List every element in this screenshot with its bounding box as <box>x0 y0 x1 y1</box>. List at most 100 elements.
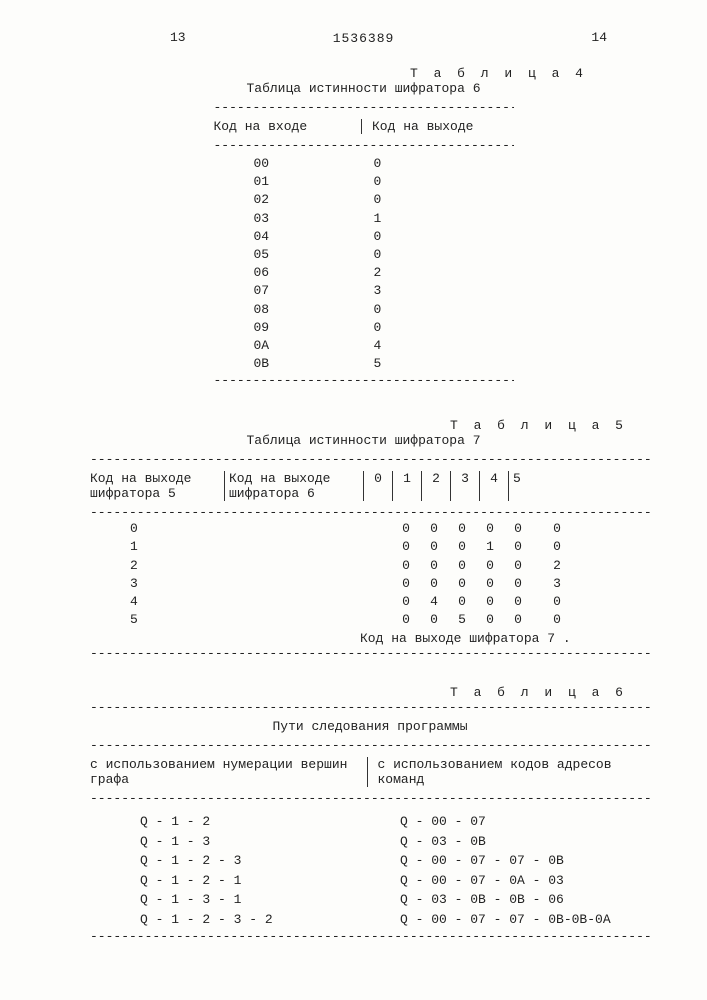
cell: 0 <box>314 319 514 337</box>
table-row: Q - 1 - 2 - 3 - 2Q - 00 - 07 - 07 - 0B-0… <box>90 910 650 930</box>
table-row: 5005000 <box>90 611 650 629</box>
cell: 0 <box>314 228 514 246</box>
cell: 4 <box>314 337 514 355</box>
cell: 0 <box>314 246 514 264</box>
table-row: 0A4 <box>214 337 514 355</box>
cell: 04 <box>214 228 314 246</box>
page-num-left: 13 <box>170 30 186 45</box>
col-header: 3 <box>451 471 480 501</box>
cell: 0 <box>420 575 448 593</box>
table6-col2-header: с использованием кодов адресов команд <box>368 757 651 787</box>
cell: 2 <box>532 557 582 575</box>
cell: 0 <box>504 575 532 593</box>
cell: 0 <box>476 557 504 575</box>
table4-col2-header: Код на выходе <box>362 119 514 134</box>
cell: 1 <box>90 538 260 556</box>
cell: Q - 1 - 2 - 1 <box>90 871 390 891</box>
cell: 0 <box>504 611 532 629</box>
cell: 0 <box>420 611 448 629</box>
table5-label: Т а б л и ц а 5 <box>80 418 627 433</box>
dash: ----------------------------------------… <box>90 452 650 467</box>
cell: 5 <box>448 611 476 629</box>
cell: 0 <box>448 593 476 611</box>
cell: Q - 03 - 0B <box>390 832 650 852</box>
table5-caption: Таблица истинности шифратора 7 <box>80 433 647 448</box>
cell: 5 <box>314 355 514 373</box>
cell: Q - 1 - 2 - 3 - 2 <box>90 910 390 930</box>
cell: 0 <box>476 520 504 538</box>
cell: 3 <box>532 575 582 593</box>
cell <box>260 593 392 611</box>
table-row: Q - 1 - 2 - 3Q - 00 - 07 - 07 - 0B <box>90 851 650 871</box>
table-row: 020 <box>214 191 514 209</box>
table-row: Q - 1 - 3Q - 03 - 0B <box>90 832 650 852</box>
cell: Q - 1 - 3 - 1 <box>90 890 390 910</box>
cell <box>260 520 392 538</box>
table-row: 4040000 <box>90 593 650 611</box>
table-row: Q - 1 - 2Q - 00 - 07 <box>90 812 650 832</box>
table-row: 090 <box>214 319 514 337</box>
dash: ----------------------------------------… <box>214 100 514 115</box>
cell: 3 <box>314 282 514 300</box>
cell: 05 <box>214 246 314 264</box>
cell: 0 <box>392 575 420 593</box>
cell: 2 <box>90 557 260 575</box>
cell <box>260 611 392 629</box>
table-row: 073 <box>214 282 514 300</box>
cell: 0 <box>90 520 260 538</box>
cell <box>260 575 392 593</box>
cell: Q - 00 - 07 - 07 - 0B <box>390 851 650 871</box>
page-num-right: 14 <box>591 30 607 45</box>
cell: Q - 1 - 2 <box>90 812 390 832</box>
cell: 4 <box>90 593 260 611</box>
table-row: 1000100 <box>90 538 650 556</box>
cell: 0 <box>392 611 420 629</box>
col-header: 5 <box>509 471 563 501</box>
table-row: 031 <box>214 210 514 228</box>
table4-caption: Таблица истинности шифратора 6 <box>80 81 647 96</box>
cell: 02 <box>214 191 314 209</box>
cell: Q - 00 - 07 - 0A - 03 <box>390 871 650 891</box>
cell: 0 <box>448 520 476 538</box>
cell: 0 <box>504 538 532 556</box>
cell: Q - 03 - 0B - 0B - 06 <box>390 890 650 910</box>
dash: ----------------------------------------… <box>90 738 650 753</box>
cell: 01 <box>214 173 314 191</box>
table-row: 0000000 <box>90 520 650 538</box>
col-header: 4 <box>480 471 509 501</box>
cell: Q - 00 - 07 - 07 - 0B-0B-0A <box>390 910 650 930</box>
dash: ----------------------------------------… <box>214 138 514 153</box>
cell: 0 <box>532 538 582 556</box>
table4: ----------------------------------------… <box>214 100 514 388</box>
table6: ----------------------------------------… <box>90 700 650 944</box>
dash: ----------------------------------------… <box>214 373 514 388</box>
cell: 06 <box>214 264 314 282</box>
cell: 0 <box>314 155 514 173</box>
cell: 0 <box>532 611 582 629</box>
dash: ----------------------------------------… <box>90 929 650 944</box>
cell: Q - 00 - 07 <box>390 812 650 832</box>
table5-footer: Код на выходе шифратора 7 . <box>90 631 650 646</box>
cell: 0 <box>532 520 582 538</box>
cell: 0 <box>314 301 514 319</box>
table5: ----------------------------------------… <box>90 452 650 661</box>
dash: ----------------------------------------… <box>90 700 650 715</box>
cell: 0 <box>392 593 420 611</box>
document-number: 1536389 <box>80 31 647 46</box>
cell: 1 <box>314 210 514 228</box>
cell: 0 <box>476 611 504 629</box>
cell: 0 <box>476 575 504 593</box>
table-row: 3000003 <box>90 575 650 593</box>
cell: 0A <box>214 337 314 355</box>
table6-label: Т а б л и ц а 6 <box>80 685 627 700</box>
table-row: 0B5 <box>214 355 514 373</box>
cell: 0 <box>448 557 476 575</box>
table-row: 050 <box>214 246 514 264</box>
table-row: 2000002 <box>90 557 650 575</box>
cell: 3 <box>90 575 260 593</box>
cell: 00 <box>214 155 314 173</box>
cell: 0 <box>476 593 504 611</box>
table4-label: Т а б л и ц а 4 <box>80 66 587 81</box>
cell: 0 <box>532 593 582 611</box>
dash: ----------------------------------------… <box>90 505 650 520</box>
